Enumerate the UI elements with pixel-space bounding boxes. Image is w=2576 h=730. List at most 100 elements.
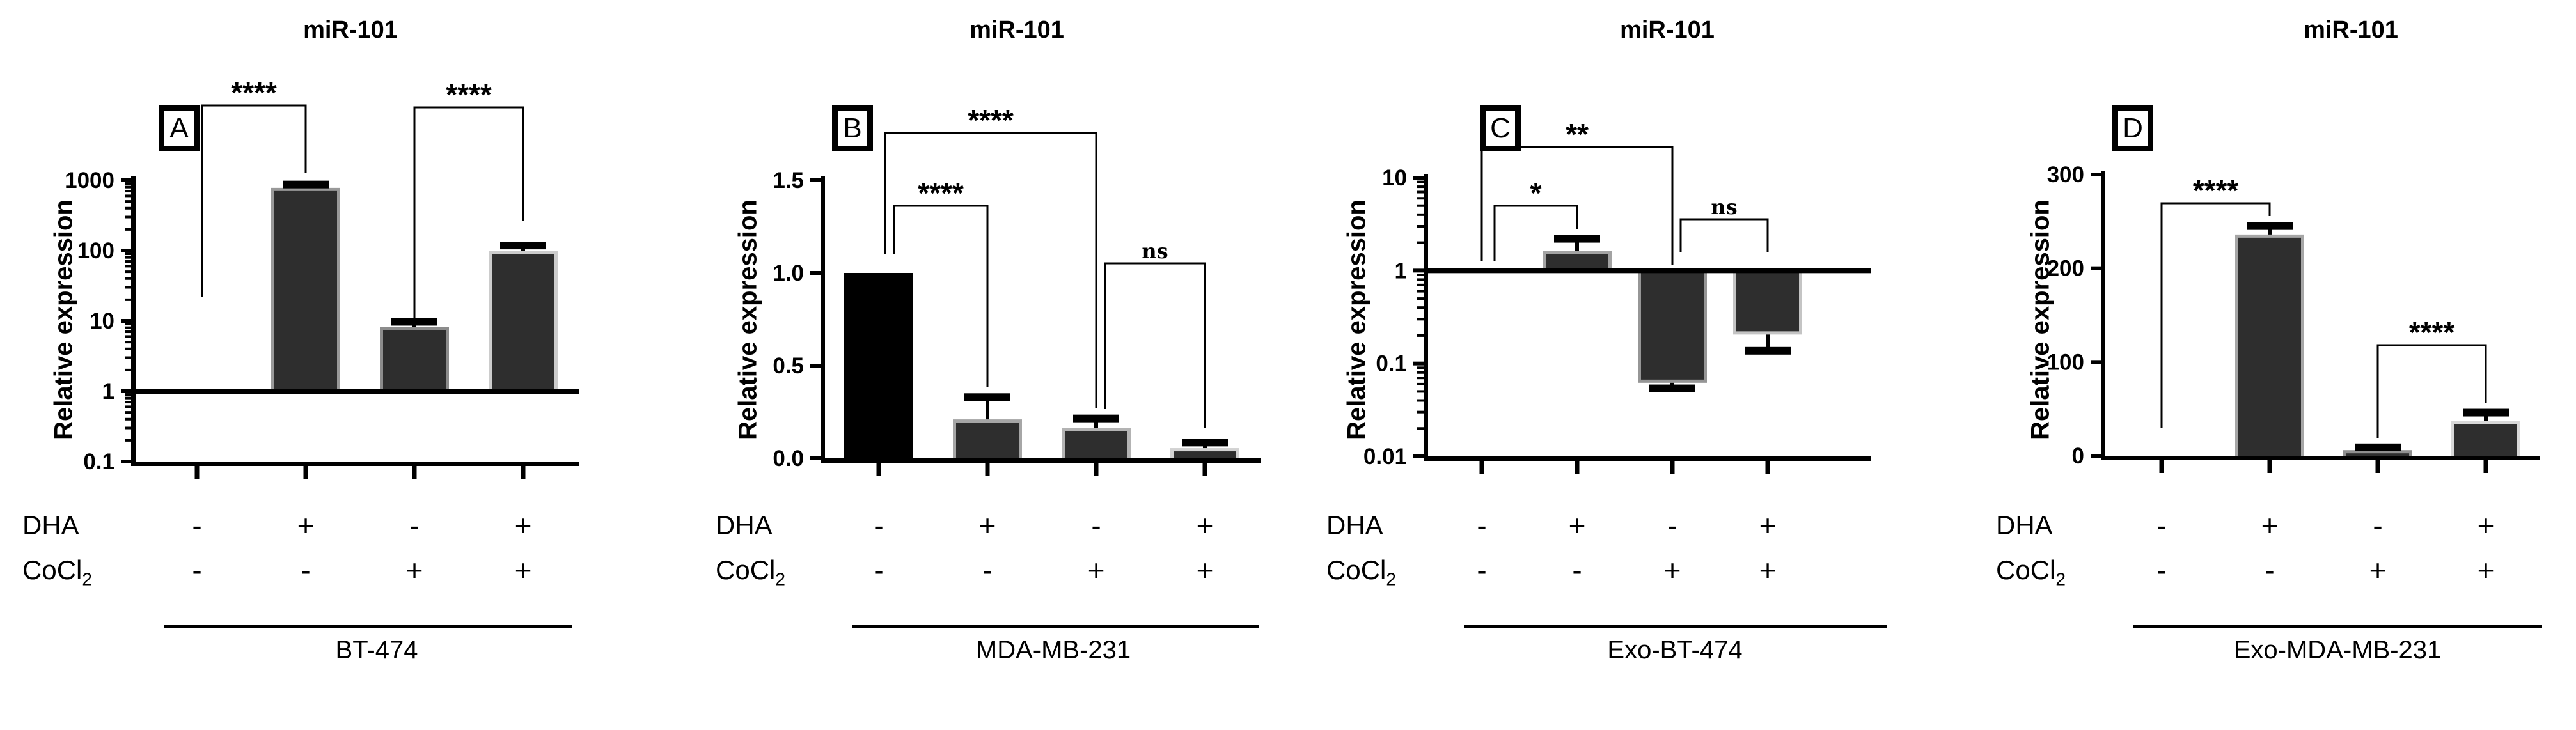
treatment-symbol: + bbox=[1759, 554, 1777, 587]
significance-bracket bbox=[884, 132, 1097, 408]
plot-svg-B: 1.5 1.0 0.5 0.0 **** **** ns bbox=[773, 104, 1261, 476]
y-tick bbox=[121, 178, 131, 182]
y-minor-tick bbox=[1417, 427, 1424, 430]
y-minor-tick bbox=[125, 393, 131, 396]
y-tick-label: 100 bbox=[77, 238, 114, 263]
cell-line-underline bbox=[1464, 625, 1887, 628]
panel-B: miR-101 B Relative expression 1.5 1.0 0.5 0.0 *… bbox=[644, 0, 1288, 730]
x-tick bbox=[521, 466, 526, 479]
y-minor-tick bbox=[1417, 180, 1424, 183]
bar bbox=[1065, 431, 1127, 458]
error-bar-stem bbox=[1094, 418, 1098, 428]
treatment-symbol: - bbox=[1091, 509, 1101, 542]
x-tick bbox=[1094, 463, 1099, 476]
y-tick bbox=[121, 319, 131, 323]
row-label-text: CoCl bbox=[716, 555, 776, 585]
treatment-symbol: - bbox=[192, 509, 202, 542]
y-minor-tick bbox=[125, 326, 131, 329]
significance-label: ns bbox=[1142, 239, 1168, 263]
significance-bracket bbox=[413, 106, 524, 320]
y-minor-tick bbox=[125, 396, 131, 400]
bar bbox=[1641, 270, 1704, 380]
significance-label: **** bbox=[918, 176, 964, 210]
y-tick-label: 0.1 bbox=[83, 449, 114, 474]
row-label-text: DHA bbox=[1996, 510, 2053, 540]
x-axis bbox=[1424, 456, 1871, 461]
panel-letter: C bbox=[1490, 113, 1511, 144]
cell-line-underline bbox=[852, 625, 1259, 628]
panel-C: miR-101 C Relative expression 10 1 0.1 0.01 ** *… bbox=[1288, 0, 1932, 730]
y-tick-label: 0.01 bbox=[1363, 444, 1407, 469]
y-tick-label: 10 bbox=[1382, 166, 1407, 190]
y-minor-tick bbox=[1417, 185, 1424, 189]
x-axis bbox=[821, 458, 1261, 463]
y-minor-tick bbox=[125, 190, 131, 193]
significance-label: **** bbox=[2409, 316, 2455, 349]
x-tick bbox=[1670, 461, 1675, 474]
y-tick bbox=[810, 456, 821, 460]
error-bar-stem bbox=[1766, 334, 1770, 351]
bar bbox=[1546, 254, 1608, 271]
y-minor-tick bbox=[125, 252, 131, 256]
treatment-symbol: + bbox=[514, 554, 532, 587]
y-tick-label: 1 bbox=[102, 379, 114, 404]
y-tick-label: 200 bbox=[2047, 256, 2084, 281]
plot-svg-D: 300 200 100 0 **** **** bbox=[2047, 162, 2540, 473]
y-tick bbox=[2091, 360, 2101, 364]
y-tick-label: 0 bbox=[2072, 444, 2084, 469]
treatment-symbol: + bbox=[1568, 509, 1586, 542]
x-tick bbox=[2267, 460, 2272, 473]
y-minor-tick bbox=[125, 417, 131, 421]
y-minor-tick bbox=[125, 206, 131, 210]
y-minor-tick bbox=[125, 200, 131, 203]
y-tick bbox=[121, 460, 131, 463]
treatment-symbol: - bbox=[2265, 554, 2275, 587]
row-label-sub: 2 bbox=[2055, 569, 2066, 589]
bar-outline bbox=[2343, 450, 2412, 456]
y-minor-tick bbox=[125, 323, 131, 326]
y-minor-tick bbox=[125, 347, 131, 350]
bar bbox=[844, 273, 913, 458]
error-bar-cap bbox=[283, 180, 329, 189]
panel-letter-box: C bbox=[1480, 105, 1521, 151]
treatment-symbol: + bbox=[2477, 554, 2495, 587]
y-minor-tick bbox=[125, 265, 131, 268]
error-bar-cap bbox=[500, 242, 546, 250]
cocl2-row-label: CoCl2 bbox=[1326, 551, 1396, 589]
y-tick bbox=[1413, 454, 1424, 458]
error-bar-cap bbox=[2355, 443, 2401, 451]
treatment-symbol: + bbox=[297, 509, 315, 542]
treatment-symbol: + bbox=[1087, 554, 1105, 587]
significance-label: **** bbox=[446, 78, 492, 111]
x-tick bbox=[1202, 463, 1207, 476]
significance-label: **** bbox=[2193, 174, 2239, 207]
panel-letter-box: B bbox=[832, 105, 873, 151]
y-minor-tick bbox=[1417, 273, 1424, 276]
error-bar-cap bbox=[391, 318, 437, 326]
x-tick bbox=[2375, 460, 2380, 473]
y-tick-label: 10 bbox=[90, 309, 114, 334]
baseline bbox=[131, 389, 579, 394]
row-label-text: DHA bbox=[716, 510, 773, 540]
y-tick-label: 100 bbox=[2047, 350, 2084, 375]
bar bbox=[2238, 237, 2301, 456]
y-minor-tick bbox=[125, 341, 131, 344]
cocl2-row-label: CoCl2 bbox=[716, 551, 785, 589]
significance-bracket bbox=[1104, 262, 1206, 428]
significance-bracket bbox=[201, 104, 307, 297]
y-minor-tick bbox=[1417, 283, 1424, 286]
error-bar-stem bbox=[986, 397, 989, 420]
y-tick bbox=[810, 178, 821, 182]
y-tick bbox=[1413, 268, 1424, 273]
significance-bracket bbox=[1679, 218, 1769, 252]
y-minor-tick bbox=[1417, 382, 1424, 385]
treatment-symbol: + bbox=[514, 509, 532, 542]
cell-line-label: Exo-MDA-MB-231 bbox=[2233, 636, 2442, 664]
row-label-text: DHA bbox=[1326, 510, 1383, 540]
significance-label: ** bbox=[1566, 118, 1589, 151]
x-tick bbox=[1765, 461, 1770, 474]
cocl2-row-label: CoCl2 bbox=[1996, 551, 2066, 589]
x-tick bbox=[412, 466, 417, 479]
panel-title: miR-101 bbox=[2304, 17, 2398, 43]
